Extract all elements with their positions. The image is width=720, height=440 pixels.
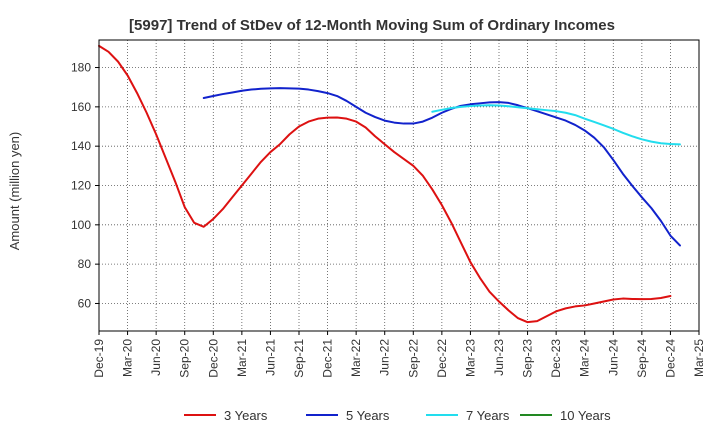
x-tick-label: Mar-23 — [463, 339, 477, 377]
x-tick-label: Dec-23 — [549, 339, 563, 378]
y-tick-label: 180 — [71, 61, 91, 75]
legend-label-3-years: 3 Years — [224, 408, 268, 423]
x-tick-label: Mar-24 — [578, 339, 592, 377]
legend: 3 Years 5 Years 7 Years 10 Years — [184, 408, 611, 423]
x-tick-label: Jun-21 — [263, 339, 277, 376]
y-tick-label: 160 — [71, 100, 91, 114]
x-tick-label: Jun-23 — [492, 339, 506, 376]
series-line-5-years — [202, 87, 681, 247]
x-tick-label: Jun-24 — [606, 339, 620, 376]
chart-title: [5997] Trend of StDev of 12-Month Moving… — [129, 17, 615, 34]
series-line-3-years — [98, 44, 672, 324]
x-tick-labels: Dec-19 Mar-20 Jun-20 Sep-20 Dec-20 Mar-21 Jun-… — [92, 331, 706, 378]
y-tick-labels: 60 80 100 120 140 160 180 — [71, 61, 99, 310]
legend-label-5-years: 5 Years — [346, 408, 390, 423]
x-tick-label: Mar-22 — [349, 339, 363, 377]
x-tick-label: Dec-20 — [206, 339, 220, 378]
x-tick-label: Jun-20 — [149, 339, 163, 376]
x-tick-label: Sep-22 — [406, 339, 420, 378]
x-tick-label: Sep-21 — [292, 339, 306, 378]
x-tick-label: Jun-22 — [378, 339, 392, 376]
x-tick-label: Mar-20 — [121, 339, 135, 377]
x-tick-label: Dec-24 — [663, 339, 677, 378]
x-tick-label: Mar-25 — [692, 339, 706, 377]
y-tick-label: 100 — [71, 218, 91, 232]
x-tick-label: Sep-24 — [635, 339, 649, 378]
y-tick-label: 140 — [71, 139, 91, 153]
x-tick-label: Dec-19 — [92, 339, 106, 378]
series-line-7-years — [431, 104, 681, 146]
x-tick-label: Dec-21 — [321, 339, 335, 378]
y-tick-label: 120 — [71, 179, 91, 193]
legend-label-10-years: 10 Years — [560, 408, 611, 423]
y-tick-label: 60 — [78, 296, 92, 310]
series-lines — [98, 44, 681, 324]
x-tick-label: Mar-21 — [235, 339, 249, 377]
y-axis-label: Amount (million yen) — [7, 132, 22, 251]
x-tick-label: Dec-22 — [435, 339, 449, 378]
grid — [99, 40, 699, 331]
legend-label-7-years: 7 Years — [466, 408, 510, 423]
x-tick-label: Sep-20 — [178, 339, 192, 378]
y-tick-label: 80 — [78, 257, 92, 271]
x-tick-label: Sep-23 — [521, 339, 535, 378]
